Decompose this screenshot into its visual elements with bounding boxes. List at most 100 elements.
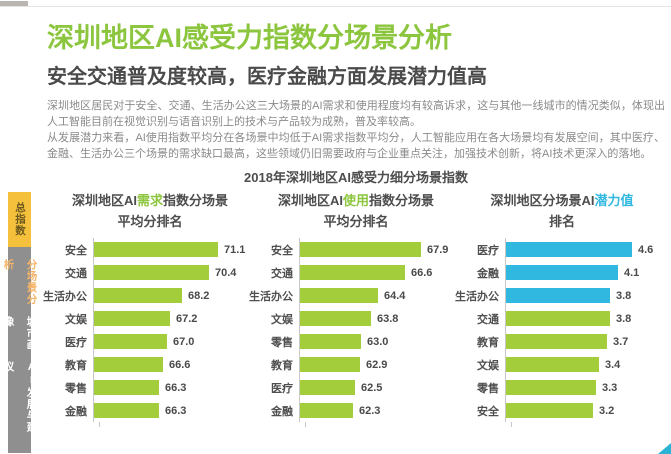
sidebar-tab-scene-analysis[interactable]: 分场景分析 bbox=[2, 259, 38, 305]
chart-row: 医疗 62.5 bbox=[253, 376, 459, 400]
value-label: 3.2 bbox=[599, 404, 615, 417]
chart-usage-title: 深圳地区AI使用指数分场景 平均分排名 bbox=[253, 191, 459, 235]
bar-track: 71.1 bbox=[93, 238, 253, 262]
charts-section-title: 2018年深圳地区AI感受力细分场景指数 bbox=[244, 170, 468, 186]
bar bbox=[300, 242, 421, 258]
category-label: 教育 bbox=[477, 336, 499, 349]
charts-row: 深圳地区AI需求指数分场景 平均分排名 安全 71.1 交通 70.4 生活办公 68.2… bbox=[43, 191, 665, 428]
bar bbox=[300, 403, 353, 419]
bar-track: 63.8 bbox=[299, 307, 459, 331]
bar-track: 3.8 bbox=[505, 307, 665, 331]
category-label: 文娱 bbox=[65, 313, 87, 326]
value-label: 3.8 bbox=[616, 312, 632, 325]
chart-usage-index: 深圳地区AI使用指数分场景 平均分排名 安全 67.9 交通 66.6 生活办公 64.4… bbox=[249, 191, 459, 428]
value-label: 3.7 bbox=[613, 335, 629, 348]
bar bbox=[94, 357, 163, 373]
chart-title-text: 深圳地区分场景AI bbox=[490, 193, 595, 209]
bar-track: 3.4 bbox=[505, 353, 665, 377]
value-label: 63.0 bbox=[367, 335, 389, 348]
bar bbox=[300, 334, 361, 350]
top-border-line bbox=[0, 6, 671, 7]
bar bbox=[94, 265, 209, 281]
chart-row: 医疗 67.0 bbox=[47, 330, 253, 354]
category-label: 零售 bbox=[271, 336, 293, 349]
value-label: 70.4 bbox=[215, 266, 237, 279]
category-label: 交通 bbox=[65, 267, 87, 280]
corner-triangle-decoration bbox=[658, 443, 671, 454]
bar-track: 70.4 bbox=[93, 261, 253, 285]
value-label: 66.3 bbox=[165, 404, 187, 417]
bar-track: 3.7 bbox=[505, 330, 665, 354]
value-label: 68.2 bbox=[188, 289, 210, 302]
chart-row: 生活办公 68.2 bbox=[43, 284, 253, 308]
bar-track: 3.3 bbox=[505, 376, 665, 400]
bar-track: 66.6 bbox=[299, 261, 459, 285]
chart-demand-bars: 安全 71.1 交通 70.4 生活办公 68.2 文娱 67.2 医疗 67.0 教育 66.6 零售… bbox=[43, 238, 253, 423]
value-label: 3.3 bbox=[602, 381, 618, 394]
category-label: 教育 bbox=[271, 359, 293, 372]
chart-row: 零售 63.0 bbox=[253, 330, 459, 354]
sidebar-tab-total-index[interactable]: 总指数 bbox=[8, 192, 31, 247]
chart-potential-bars: 医疗 4.6 金融 4.1 生活办公 3.8 交通 3.8 教育 3.7 文娱 3.4 零售 3.3 安全 3… bbox=[455, 238, 665, 423]
chart-row: 安全 67.9 bbox=[253, 238, 459, 262]
category-label: 金融 bbox=[271, 405, 293, 418]
category-label: 生活办公 bbox=[455, 290, 499, 303]
category-label: 文娱 bbox=[271, 313, 293, 326]
chart-title-text: 指数分场景 bbox=[163, 193, 229, 209]
bar bbox=[94, 311, 170, 327]
chart-row: 零售 66.3 bbox=[47, 376, 253, 400]
page-subtitle: 安全交通普及度较高，医疗金融方面发展潜力值高 bbox=[47, 66, 487, 89]
bar bbox=[300, 265, 405, 281]
sidebar-tab-group: 分场景分析 城市画像 AI发展与建议 bbox=[3, 247, 38, 453]
chart-row: 金融 66.3 bbox=[47, 399, 253, 423]
category-label: 金融 bbox=[65, 405, 87, 418]
bar bbox=[300, 288, 378, 304]
value-label: 67.2 bbox=[176, 312, 198, 325]
chart-row: 文娱 63.8 bbox=[253, 307, 459, 331]
bar bbox=[94, 242, 218, 258]
bar-track: 3.8 bbox=[505, 284, 665, 308]
category-label: 文娱 bbox=[477, 359, 499, 372]
bar-track: 66.3 bbox=[93, 376, 253, 400]
value-label: 67.0 bbox=[173, 335, 195, 348]
chart-row: 交通 66.6 bbox=[253, 261, 459, 285]
bar-track: 67.9 bbox=[299, 238, 459, 262]
bar bbox=[300, 380, 355, 396]
bar bbox=[506, 265, 618, 281]
value-label: 66.6 bbox=[169, 358, 191, 371]
value-label: 62.3 bbox=[359, 404, 381, 417]
chart-title-text: 深圳地区AI bbox=[277, 193, 343, 209]
chart-demand-title: 深圳地区AI需求指数分场景 平均分排名 bbox=[47, 191, 253, 235]
bar bbox=[506, 334, 607, 350]
value-label: 4.6 bbox=[638, 243, 654, 256]
bar bbox=[506, 403, 593, 419]
bar bbox=[506, 311, 610, 327]
top-corner-decoration bbox=[0, 1, 28, 6]
chart-row: 教育 62.9 bbox=[253, 353, 459, 377]
chart-row: 安全 3.2 bbox=[459, 399, 665, 423]
value-label: 62.9 bbox=[366, 358, 388, 371]
bar-track: 4.6 bbox=[505, 238, 665, 262]
chart-row: 医疗 4.6 bbox=[459, 238, 665, 262]
bar bbox=[94, 403, 159, 419]
sidebar-tab-city-profile[interactable]: 城市画像 bbox=[2, 315, 38, 351]
chart-row: 文娱 67.2 bbox=[47, 307, 253, 331]
chart-title-line2: 排名 bbox=[548, 214, 575, 230]
bar-track: 66.3 bbox=[93, 399, 253, 423]
sidebar-tab-ai-development[interactable]: AI发展与建议 bbox=[2, 360, 38, 433]
bar bbox=[506, 357, 599, 373]
value-label: 62.5 bbox=[361, 381, 383, 394]
category-label: 安全 bbox=[65, 244, 87, 257]
category-label: 医疗 bbox=[477, 244, 499, 257]
chart-title-line2: 平均分排名 bbox=[117, 214, 183, 230]
category-label: 生活办公 bbox=[43, 290, 87, 303]
category-label: 金融 bbox=[477, 267, 499, 280]
bar bbox=[506, 380, 596, 396]
paragraph-1: 深圳地区居民对于安全、交通、生活办公这三大场景的AI需求和使用程度均有较高诉求，… bbox=[47, 100, 665, 129]
category-label: 生活办公 bbox=[249, 290, 293, 303]
chart-row: 生活办公 64.4 bbox=[249, 284, 459, 308]
bar bbox=[300, 357, 360, 373]
value-label: 66.6 bbox=[411, 266, 433, 279]
bar bbox=[506, 288, 610, 304]
